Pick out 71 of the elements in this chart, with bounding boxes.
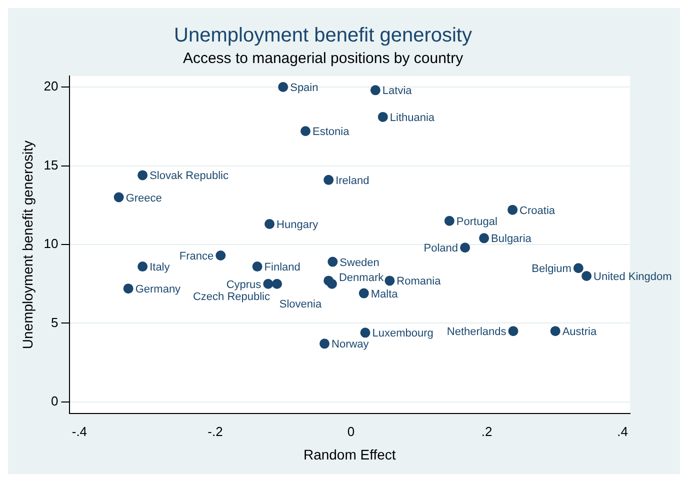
x-tick-label: 0	[347, 424, 355, 439]
point	[360, 328, 370, 338]
point	[264, 219, 275, 230]
point	[508, 326, 518, 336]
x-tick-label: -.4	[72, 424, 88, 439]
data-label: United Kingdom	[594, 271, 672, 284]
point	[300, 126, 311, 136]
point	[252, 262, 262, 272]
data-label: Greece	[126, 192, 162, 204]
data-label: Poland	[424, 242, 458, 255]
data-label: France	[179, 250, 214, 263]
data-label: Norway	[332, 338, 370, 351]
point	[328, 256, 338, 267]
data-label: Sweden	[340, 256, 380, 269]
y-tick-label: 0	[51, 394, 58, 409]
point	[444, 216, 454, 226]
data-label: Croatia	[520, 204, 556, 217]
point	[263, 278, 274, 289]
y-tick-label: 15	[44, 157, 58, 172]
point	[508, 204, 518, 215]
point	[320, 338, 330, 349]
point	[216, 250, 226, 261]
y-tick-label: 10	[44, 236, 58, 252]
data-label: Slovenia	[279, 298, 322, 311]
point	[582, 270, 592, 281]
data-label: Luxembourg	[372, 328, 434, 340]
point	[278, 82, 288, 92]
point	[573, 263, 584, 274]
point	[384, 276, 395, 286]
data-label: Estonia	[312, 126, 350, 138]
data-label: Italy	[150, 262, 170, 274]
point	[114, 192, 124, 202]
x-tick-label: -.2	[208, 424, 223, 439]
chart-subtitle: Access to managerial positions by country	[182, 50, 464, 68]
point	[479, 233, 490, 244]
data-label: Lithuania	[390, 112, 436, 124]
data-label: Germany	[135, 284, 182, 296]
point	[138, 170, 148, 180]
point	[378, 112, 388, 122]
point	[324, 174, 334, 185]
y-tick-label: 20	[44, 78, 58, 94]
data-label: Ireland	[336, 174, 370, 187]
point	[272, 278, 282, 289]
data-label: Portugal	[456, 216, 498, 228]
x-axis-title: Random Effect	[303, 446, 396, 462]
data-label: Belgium	[532, 263, 572, 276]
data-label: Romania	[396, 276, 442, 288]
point	[123, 284, 134, 294]
point	[358, 288, 369, 298]
data-label: Czech Republic	[192, 290, 270, 303]
data-label: Denmark	[338, 272, 384, 284]
data-label: Latvia	[382, 85, 413, 98]
x-tick-label: .4	[617, 424, 628, 439]
data-label: Hungary	[276, 219, 319, 232]
data-label: Austria	[562, 326, 598, 338]
chart-title: Unemployment benefit generosity	[174, 24, 472, 47]
point	[460, 242, 470, 253]
data-label: Finland	[264, 262, 300, 274]
point	[326, 278, 337, 289]
data-label: Malta	[370, 288, 399, 300]
data-label: Slovak Republic	[150, 170, 229, 182]
data-label: Cyprus	[226, 278, 262, 291]
data-label: Netherlands	[446, 326, 507, 338]
data-label: Spain	[290, 82, 318, 94]
point	[370, 85, 380, 96]
point	[550, 326, 560, 336]
x-tick-label: .2	[481, 424, 492, 439]
data-label: Bulgaria	[491, 233, 532, 246]
point	[138, 262, 148, 272]
y-tick-label: 5	[51, 314, 58, 330]
y-axis-title: Unemployment benefit generosity	[19, 140, 36, 350]
